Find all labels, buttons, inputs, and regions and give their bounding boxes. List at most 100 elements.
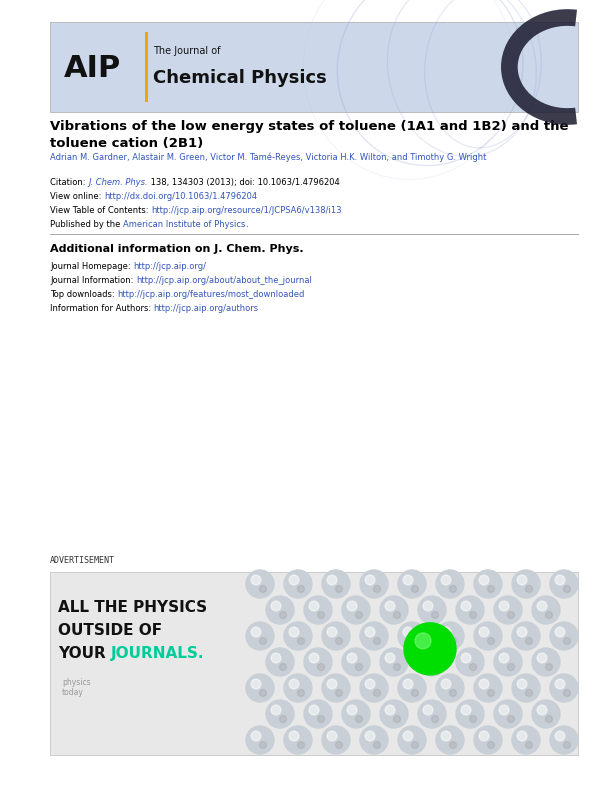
Circle shape [297,690,305,696]
Circle shape [512,570,540,598]
Circle shape [342,596,370,624]
Circle shape [461,653,471,663]
Circle shape [431,715,439,722]
Circle shape [517,627,527,637]
Circle shape [271,705,281,715]
Circle shape [517,575,527,585]
Circle shape [545,664,553,671]
Circle shape [284,726,312,754]
Circle shape [488,741,494,748]
Circle shape [373,638,381,645]
Circle shape [545,715,553,722]
Circle shape [403,627,413,637]
Text: http://jcp.aip.org/: http://jcp.aip.org/ [133,262,206,271]
Text: ALL THE PHYSICS: ALL THE PHYSICS [58,600,207,615]
Text: AIP: AIP [64,55,121,83]
Circle shape [259,690,266,696]
Circle shape [469,611,477,619]
Circle shape [365,575,375,585]
Circle shape [356,611,362,619]
Circle shape [289,679,299,689]
Circle shape [360,726,388,754]
Text: Journal Information:: Journal Information: [50,276,136,285]
Circle shape [380,648,408,676]
Circle shape [479,627,489,637]
Bar [50,22,578,112]
Circle shape [564,690,570,696]
Circle shape [398,674,426,702]
Text: Journal Homepage:: Journal Homepage: [50,262,133,271]
Circle shape [494,596,522,624]
Circle shape [526,690,532,696]
Circle shape [322,622,350,650]
Circle shape [499,705,509,715]
Circle shape [403,679,413,689]
Circle shape [289,627,299,637]
Circle shape [512,622,540,650]
Circle shape [555,679,565,689]
Circle shape [327,575,337,585]
Circle shape [436,674,464,702]
Circle shape [494,700,522,728]
Circle shape [251,627,261,637]
Circle shape [394,664,400,671]
Text: OUTSIDE OF: OUTSIDE OF [58,623,162,638]
Circle shape [398,570,426,598]
Circle shape [304,700,332,728]
Circle shape [411,741,419,748]
Circle shape [449,690,457,696]
Circle shape [479,575,489,585]
Circle shape [469,664,477,671]
Circle shape [360,674,388,702]
Circle shape [441,679,451,689]
Circle shape [537,653,547,663]
Circle shape [488,638,494,645]
Circle shape [297,585,305,592]
Text: J. Chem. Phys.: J. Chem. Phys. [88,178,147,187]
Text: 138, 134303 (2013); doi: 10.1063/1.4796204: 138, 134303 (2013); doi: 10.1063/1.47962… [147,178,340,187]
Circle shape [555,731,565,741]
Circle shape [385,601,395,611]
Circle shape [461,601,471,611]
Circle shape [550,674,578,702]
Circle shape [564,638,570,645]
Circle shape [441,731,451,741]
Circle shape [555,627,565,637]
Circle shape [251,731,261,741]
Circle shape [304,648,332,676]
Circle shape [436,570,464,598]
Circle shape [289,575,299,585]
Circle shape [289,731,299,741]
Text: http://jcp.aip.org/about/about_the_journal: http://jcp.aip.org/about/about_the_journ… [136,276,312,285]
Circle shape [284,570,312,598]
Circle shape [365,679,375,689]
Circle shape [347,601,357,611]
Circle shape [380,596,408,624]
Circle shape [507,611,515,619]
Circle shape [246,622,274,650]
Circle shape [297,741,305,748]
Circle shape [411,690,419,696]
Circle shape [365,627,375,637]
Circle shape [347,653,357,663]
Circle shape [474,726,502,754]
Circle shape [284,622,312,650]
Text: YOUR: YOUR [58,646,111,661]
Circle shape [456,648,484,676]
Circle shape [479,679,489,689]
Circle shape [373,585,381,592]
Circle shape [532,596,560,624]
Circle shape [449,638,457,645]
Circle shape [246,674,274,702]
Circle shape [266,648,294,676]
Circle shape [373,690,381,696]
Circle shape [418,596,446,624]
Circle shape [532,700,560,728]
Circle shape [251,575,261,585]
Circle shape [394,715,400,722]
Circle shape [461,705,471,715]
Circle shape [488,690,494,696]
Text: View Table of Contents:: View Table of Contents: [50,206,151,215]
Circle shape [431,611,439,619]
Circle shape [441,627,451,637]
